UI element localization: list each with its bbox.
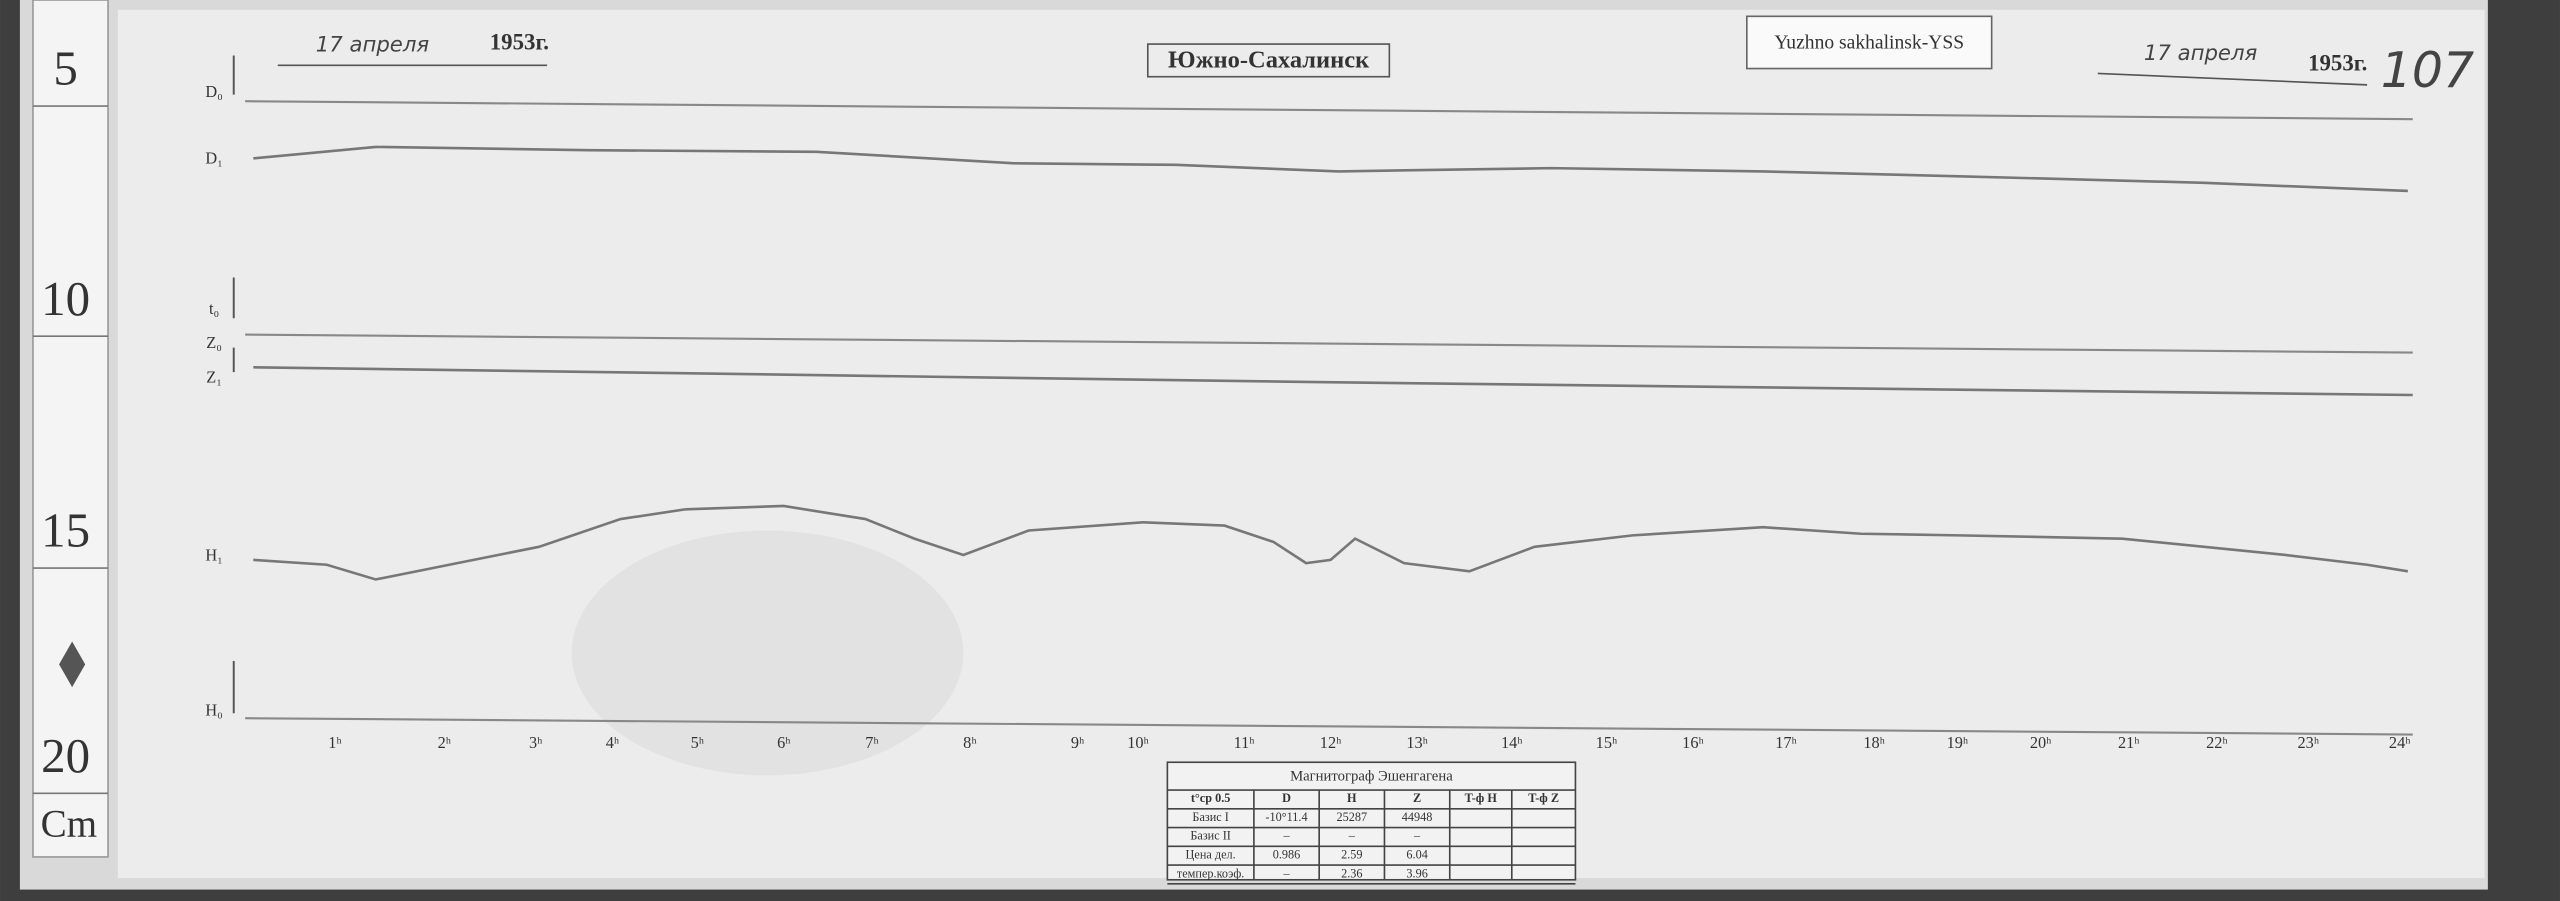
table-frame (1166, 761, 1577, 881)
date-left: 17 апреля (316, 33, 430, 58)
trace-label: Z₁ (206, 367, 222, 386)
h1-trace (253, 504, 2409, 581)
hour-label: 4ʰ (606, 733, 619, 752)
tag-box (1746, 15, 1993, 70)
hour-label: 11ʰ (1234, 733, 1255, 752)
hour-label: 17ʰ (1775, 733, 1797, 752)
table-cell: 2.36 (1341, 866, 1362, 880)
hour-label: 12ʰ (1320, 733, 1342, 752)
date-right: 17 апреля (2144, 41, 2258, 66)
table-header-cell: D (1282, 791, 1291, 805)
year-left: 1953г. (490, 29, 549, 54)
station-box (1146, 43, 1391, 78)
shadow (571, 530, 964, 776)
hour-label: 16ʰ (1682, 733, 1704, 752)
hour-label: 2ʰ (438, 733, 451, 752)
hour-label: 1ʰ (328, 733, 341, 752)
table-cell: – (1348, 829, 1356, 843)
generated: 5 10 15 20 Cm D₀ D₁ t₀ Z₀ Z₁ H₁ H₀ 1ʰ 2ʰ 3ʰ 4ʰ 5ʰ 6ʰ 7ʰ 8ʰ 9… (32, 41, 2411, 885)
station-name: Южно-Сахалинск (1168, 47, 1370, 74)
table-cell: Базис I (1192, 810, 1228, 824)
hour-label: 19ʰ (1947, 733, 1969, 752)
ruler-diamond (59, 641, 86, 688)
station-tag: Yuzhno sakhalinsk-YSS (1774, 33, 1964, 54)
paper (117, 9, 2485, 879)
table-header-cell: H (1347, 791, 1357, 805)
hour-label: 3ʰ (529, 733, 542, 752)
ruler-mark: 5 (53, 41, 77, 96)
d1-trace (253, 145, 2408, 193)
z0-baseline (245, 333, 2413, 354)
date-underline-right (2097, 72, 2368, 86)
table-header-cell: T-ф H (1465, 791, 1498, 805)
hour-label: 22ʰ (2206, 733, 2228, 752)
table-cell: 44948 (1402, 810, 1433, 824)
table-cell: темпер.коэф. (1177, 866, 1244, 880)
table-cell: – (1282, 829, 1290, 843)
table-header-cell: t°ср 0.5 (1191, 791, 1231, 805)
hour-label: 6ʰ (777, 733, 790, 752)
table-cell: – (1282, 866, 1290, 880)
table-cell: Базис II (1190, 829, 1230, 843)
table-header-cell: Z (1413, 791, 1421, 805)
table-cell: 25287 (1337, 810, 1368, 824)
ruler (32, 0, 109, 858)
trace-label: t₀ (209, 299, 219, 318)
table-cell: -10°11.4 (1265, 810, 1307, 824)
ruler-mark: 15 (41, 503, 90, 558)
hour-label: 18ʰ (1863, 733, 1885, 752)
ruler-mark: 20 (41, 728, 90, 783)
d0-baseline (245, 100, 2413, 121)
hour-label: 13ʰ (1406, 733, 1428, 752)
table-cell: 2.59 (1341, 848, 1362, 862)
hour-label: 21ʰ (2118, 733, 2140, 752)
hour-label: 20ʰ (2030, 733, 2052, 752)
table-cell: Цена дел. (1186, 848, 1236, 862)
table-header-cell: T-ф Z (1528, 791, 1559, 805)
trace-label: D₁ (205, 149, 222, 168)
table-cell: – (1413, 829, 1421, 843)
trace-label: D₀ (205, 82, 222, 101)
ruler-mark: 10 (41, 271, 90, 326)
hour-label: 8ʰ (963, 733, 976, 752)
h0-baseline (245, 717, 2413, 736)
year-right: 1953г. (2308, 51, 2367, 76)
hour-label: 24ʰ (2389, 733, 2411, 752)
hour-label: 7ʰ (865, 733, 878, 752)
sheet-number: 107 (2381, 42, 2474, 99)
trace-label: H₀ (205, 700, 222, 719)
hour-label: 14ʰ (1501, 733, 1523, 752)
ruler-unit: Cm (41, 803, 98, 846)
hour-label: 10ʰ (1127, 733, 1149, 752)
trace-label: H₁ (205, 545, 222, 564)
hour-label: 23ʰ (2298, 733, 2320, 752)
hour-label: 9ʰ (1071, 733, 1084, 752)
table-title: Магнитограф Эшенгагена (1290, 768, 1453, 784)
hour-label: 5ʰ (691, 733, 704, 752)
table-cell: 6.04 (1406, 848, 1427, 862)
z1-trace (253, 365, 2413, 397)
table-cell: 3.96 (1406, 866, 1427, 880)
hour-label: 15ʰ (1596, 733, 1618, 752)
trace-label: Z₀ (206, 333, 222, 352)
table-cell: 0.986 (1273, 848, 1301, 862)
